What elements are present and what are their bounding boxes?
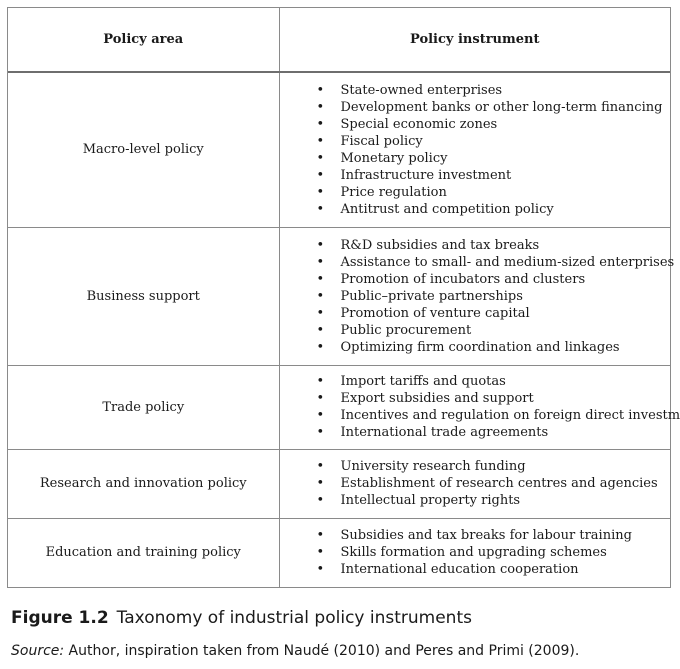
instrument-item: Fiscal policy <box>317 133 671 150</box>
policy-instrument-cell: Subsidies and tax breaks for labour trai… <box>278 517 671 587</box>
table-row: Trade policy Import tariffs and quotas E… <box>8 364 680 450</box>
instrument-item: Export subsidies and support <box>317 390 671 407</box>
instrument-item: University research funding <box>317 458 671 475</box>
policy-area-cell: Macro-level policy <box>8 71 280 228</box>
instrument-item: State-owned enterprises <box>317 82 671 99</box>
instrument-item: R&D subsidies and tax breaks <box>317 237 671 254</box>
instrument-item: International education cooperation <box>317 561 671 578</box>
table-row: Research and innovation policy Universit… <box>8 448 671 519</box>
instrument-item: Import tariffs and quotas <box>317 373 671 390</box>
policy-area-cell: Research and innovation policy <box>8 448 280 519</box>
instrument-item: Antitrust and competition policy <box>317 201 671 218</box>
instrument-item: Monetary policy <box>317 150 671 167</box>
instrument-list: University research funding Establishmen… <box>280 458 671 509</box>
policy-area-cell: Trade policy <box>8 364 280 450</box>
source-note: Source: Author, inspiration taken from N… <box>11 643 579 659</box>
policy-area-cell: Education and training policy <box>8 517 280 587</box>
instrument-item: Development banks or other long-term fin… <box>317 99 671 116</box>
instrument-item: Assistance to small- and medium-sized en… <box>317 254 675 271</box>
source-text: Author, inspiration taken from Naudé (20… <box>64 643 580 659</box>
figure-title: Taxonomy of industrial policy instrument… <box>116 608 472 628</box>
instrument-list: R&D subsidies and tax breaks Assistance … <box>280 237 675 356</box>
header-policy-instrument: Policy instrument <box>278 8 670 73</box>
table-row: Macro-level policy State-owned enterpris… <box>8 71 671 228</box>
policy-instrument-cell: R&D subsidies and tax breaks Assistance … <box>278 226 675 366</box>
table-row: Business support R&D subsidies and tax b… <box>8 226 675 366</box>
instrument-item: Public–private partnerships <box>317 288 671 305</box>
instrument-item: International trade agreements <box>317 424 671 441</box>
instrument-item: Incentives and regulation on foreign dir… <box>317 407 680 424</box>
instrument-item: Intellectual property rights <box>317 492 671 509</box>
policy-taxonomy-table: Policy area Policy instrument Macro-leve… <box>8 8 680 587</box>
table-header-row: Policy area Policy instrument <box>8 8 670 73</box>
instrument-item: Subsidies and tax breaks for labour trai… <box>317 527 671 544</box>
header-policy-area: Policy area <box>8 8 280 73</box>
instrument-list: State-owned enterprises Development bank… <box>280 82 671 218</box>
policy-area-cell: Business support <box>8 226 280 366</box>
instrument-item: Promotion of venture capital <box>317 305 671 322</box>
policy-instrument-cell: Import tariffs and quotas Export subsidi… <box>278 364 680 450</box>
table-row: Education and training policy Subsidies … <box>8 517 671 587</box>
figure-label: Figure 1.2 <box>11 608 109 628</box>
instrument-item: Infrastructure investment <box>317 167 671 184</box>
instrument-list: Import tariffs and quotas Export subsidi… <box>280 373 680 441</box>
instrument-item: Establishment of research centres and ag… <box>317 475 671 492</box>
policy-instrument-cell: University research funding Establishmen… <box>278 448 671 519</box>
policy-instrument-cell: State-owned enterprises Development bank… <box>278 71 671 228</box>
source-label: Source: <box>11 643 65 659</box>
instrument-item: Skills formation and upgrading schemes <box>317 544 671 561</box>
instrument-item: Public procurement <box>317 322 671 339</box>
figure-caption: Figure 1.2 Taxonomy of industrial policy … <box>11 608 472 628</box>
instrument-item: Promotion of incubators and clusters <box>317 271 671 288</box>
policy-table-frame: Policy area Policy instrument Macro-leve… <box>7 7 680 588</box>
instrument-item: Special economic zones <box>317 116 671 133</box>
instrument-item: Price regulation <box>317 184 671 201</box>
instrument-list: Subsidies and tax breaks for labour trai… <box>280 527 671 578</box>
instrument-item: Optimizing firm coordination and linkage… <box>317 339 671 356</box>
